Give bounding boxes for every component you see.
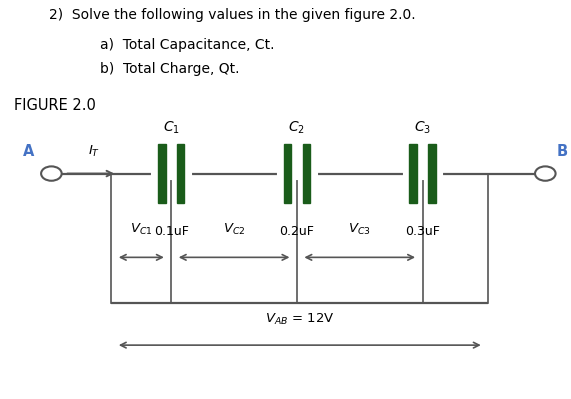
Text: $V_{C1}$: $V_{C1}$	[130, 222, 152, 237]
Text: A: A	[23, 144, 34, 159]
Text: 0.3uF: 0.3uF	[405, 225, 440, 238]
Text: $V_{C2}$: $V_{C2}$	[223, 222, 246, 237]
Bar	[303, 144, 310, 203]
Bar	[158, 144, 166, 203]
Text: $V_{C3}$: $V_{C3}$	[348, 222, 371, 237]
Bar	[177, 144, 184, 203]
Bar	[284, 144, 291, 203]
Text: a)  Total Capacitance, Ct.: a) Total Capacitance, Ct.	[100, 38, 275, 52]
Text: b)  Total Charge, Qt.: b) Total Charge, Qt.	[100, 62, 239, 76]
Text: $C_2$: $C_2$	[288, 119, 305, 136]
Text: $I_T$: $I_T$	[88, 144, 100, 159]
Bar	[409, 144, 417, 203]
Circle shape	[535, 166, 556, 181]
Text: $V_{AB}$ = 12V: $V_{AB}$ = 12V	[265, 312, 335, 327]
Text: $C_1$: $C_1$	[163, 119, 180, 136]
Text: B: B	[557, 144, 568, 159]
Circle shape	[41, 166, 62, 181]
Text: FIGURE 2.0: FIGURE 2.0	[14, 98, 96, 113]
Text: 2)  Solve the following values in the given figure 2.0.: 2) Solve the following values in the giv…	[49, 8, 415, 22]
Bar	[428, 144, 436, 203]
Text: 0.2uF: 0.2uF	[279, 225, 315, 238]
Text: 0.1uF: 0.1uF	[154, 225, 189, 238]
Text: $C_3$: $C_3$	[414, 119, 431, 136]
